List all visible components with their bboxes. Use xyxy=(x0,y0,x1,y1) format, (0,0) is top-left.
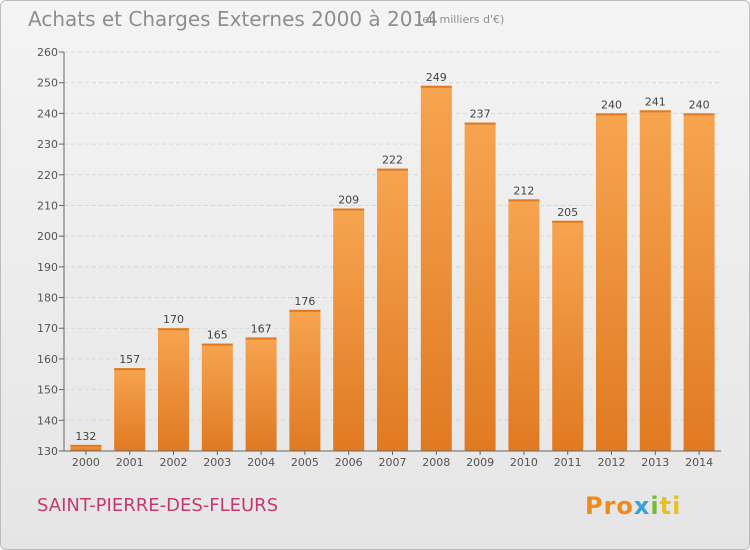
x-tick-label: 2012 xyxy=(598,456,626,469)
bar xyxy=(289,310,320,451)
bar xyxy=(246,337,277,451)
x-tick-label: 2008 xyxy=(422,456,450,469)
bar-value-label: 222 xyxy=(382,154,403,167)
bar-chart: 130 140 150 160 170 180 190 200 210 220 230 240 250 2… xyxy=(1,1,750,550)
bar-value-label: 205 xyxy=(557,206,578,219)
bar xyxy=(465,123,496,451)
x-tick-label: 2009 xyxy=(466,456,494,469)
x-tick-label: 2002 xyxy=(160,456,188,469)
logo-part-1: Pro xyxy=(585,492,634,520)
x-tick-label: 2005 xyxy=(291,456,319,469)
bar xyxy=(508,199,539,451)
bar-value-label: 209 xyxy=(338,194,359,207)
bar-value-label: 132 xyxy=(75,430,96,443)
y-tick-label: 170 xyxy=(37,322,58,335)
y-tick-label: 230 xyxy=(37,138,58,151)
x-tick-label: 2006 xyxy=(335,456,363,469)
bar-value-label: 240 xyxy=(689,98,710,111)
bar xyxy=(333,209,364,451)
bar-value-label: 240 xyxy=(601,98,622,111)
y-tick-label: 250 xyxy=(37,77,58,90)
x-tick-label: 2000 xyxy=(72,456,100,469)
x-tick-label: 2001 xyxy=(116,456,144,469)
x-tick-label: 2004 xyxy=(247,456,275,469)
chart-frame: Achats et Charges Externes 2000 à 2014 (… xyxy=(0,0,750,550)
y-tick-label: 260 xyxy=(37,46,58,59)
bar xyxy=(421,86,452,451)
x-tick-label: 2007 xyxy=(379,456,407,469)
y-tick-label: 130 xyxy=(37,445,58,458)
bar xyxy=(158,328,189,451)
logo-part-3: i xyxy=(650,492,659,520)
y-tick-label: 180 xyxy=(37,292,58,305)
commune-name: SAINT-PIERRE-DES-FLEURS xyxy=(37,495,278,516)
y-tick-label: 200 xyxy=(37,230,58,243)
bar xyxy=(202,344,233,451)
bar-value-label: 167 xyxy=(251,322,272,335)
x-tick-label: 2003 xyxy=(203,456,231,469)
y-tick-label: 160 xyxy=(37,353,58,366)
bar-value-label: 212 xyxy=(513,184,534,197)
bar-value-label: 170 xyxy=(163,313,184,326)
bar-value-label: 176 xyxy=(294,295,315,308)
y-tick-label: 140 xyxy=(37,414,58,427)
bar xyxy=(596,113,627,451)
y-tick-label: 210 xyxy=(37,199,58,212)
bar xyxy=(684,113,715,451)
x-tick-label: 2011 xyxy=(554,456,582,469)
bar-value-label: 237 xyxy=(470,108,491,121)
y-tick-label: 220 xyxy=(37,169,58,182)
bar-value-label: 241 xyxy=(645,95,666,108)
bar-value-label: 249 xyxy=(426,71,447,84)
bar xyxy=(640,110,671,451)
bar-value-label: 157 xyxy=(119,353,140,366)
x-tick-label: 2013 xyxy=(641,456,669,469)
bar xyxy=(377,169,408,451)
bar xyxy=(114,368,145,451)
logo-part-2: x xyxy=(634,492,650,520)
bar-value-label: 165 xyxy=(207,329,228,342)
y-tick-label: 190 xyxy=(37,261,58,274)
bar xyxy=(552,221,583,451)
logo-part-4: ti xyxy=(660,492,682,520)
x-tick-label: 2014 xyxy=(685,456,713,469)
y-tick-label: 150 xyxy=(37,384,58,397)
proxiti-logo: Proxiti xyxy=(585,492,681,520)
x-tick-label: 2010 xyxy=(510,456,538,469)
y-tick-label: 240 xyxy=(37,107,58,120)
